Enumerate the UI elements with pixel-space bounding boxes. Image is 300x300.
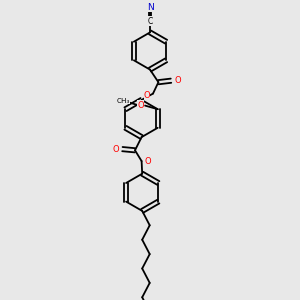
Text: CH₃: CH₃ (116, 98, 130, 104)
Text: N: N (147, 3, 153, 12)
Text: O: O (112, 145, 119, 154)
Text: O: O (144, 91, 150, 100)
Text: O: O (144, 157, 151, 166)
Text: C: C (147, 16, 153, 26)
Text: O: O (137, 100, 144, 109)
Text: O: O (174, 76, 181, 85)
